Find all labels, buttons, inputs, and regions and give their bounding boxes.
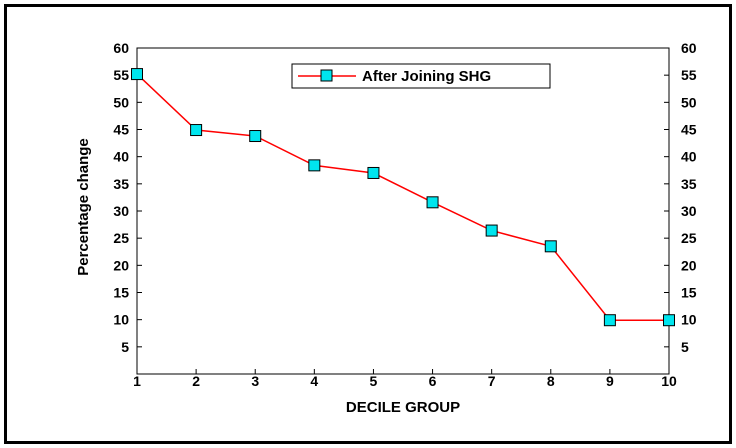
data-point-marker <box>544 240 557 253</box>
y-tick-label-left: 5 <box>121 339 129 355</box>
left-y-axis: 5 10 15 20 25 30 35 40 45 50 55 60 <box>113 40 142 355</box>
x-tick-label: 2 <box>192 373 200 389</box>
x-axis: 1 2 3 4 5 6 7 8 9 10 <box>133 369 677 389</box>
y-tick-label-left: 60 <box>113 40 129 56</box>
x-tick-label: 8 <box>547 373 555 389</box>
x-axis-title: DECILE GROUP <box>346 399 460 416</box>
y-tick-label-right: 55 <box>681 67 697 83</box>
y-tick-label-right: 35 <box>681 176 697 192</box>
y-tick-label-left: 45 <box>113 122 129 138</box>
series-line-after-joining-shg <box>136 73 669 321</box>
data-point-marker <box>663 314 675 327</box>
y-tick-label-right: 50 <box>681 94 697 110</box>
y-tick-label-left: 10 <box>113 312 129 328</box>
y-axis-title: Percentage change <box>75 138 92 276</box>
legend-label: After Joining SHG <box>362 68 491 85</box>
y-tick-label-right: 25 <box>681 230 697 246</box>
y-tick-label-right: 45 <box>681 122 697 138</box>
y-tick-label-left: 50 <box>113 94 129 110</box>
y-tick-label-right: 5 <box>681 339 689 355</box>
x-tick-label: 5 <box>370 373 378 389</box>
x-tick-label: 6 <box>429 373 437 389</box>
x-tick-label: 7 <box>488 373 496 389</box>
data-point-marker <box>308 159 321 172</box>
x-tick-label: 10 <box>661 373 677 389</box>
legend-marker-swatch <box>320 69 333 82</box>
legend: After Joining SHG <box>291 63 551 89</box>
data-point-marker <box>485 224 498 237</box>
y-tick-label-right: 15 <box>681 285 697 301</box>
right-y-axis: 5 10 15 20 25 30 35 40 45 50 55 60 <box>664 40 697 355</box>
y-tick-label-right: 30 <box>681 203 697 219</box>
y-tick-label-right: 60 <box>681 40 697 56</box>
x-tick-label: 3 <box>251 373 259 389</box>
data-point-marker <box>190 124 203 137</box>
data-point-marker <box>367 166 380 179</box>
y-tick-label-left: 20 <box>113 257 129 273</box>
y-tick-label-right: 40 <box>681 149 697 165</box>
y-tick-label-right: 20 <box>681 257 697 273</box>
data-point-marker <box>131 68 143 81</box>
y-tick-label-left: 35 <box>113 176 129 192</box>
x-tick-label: 1 <box>133 373 141 389</box>
x-tick-label: 9 <box>606 373 614 389</box>
y-tick-label-right: 10 <box>681 312 697 328</box>
y-tick-label-left: 25 <box>113 230 129 246</box>
x-tick-label: 4 <box>310 373 318 389</box>
y-tick-label-left: 55 <box>113 67 129 83</box>
plot-area <box>136 47 670 375</box>
data-point-marker <box>249 130 262 143</box>
data-point-marker <box>603 314 616 327</box>
y-tick-label-left: 40 <box>113 149 129 165</box>
y-tick-label-left: 15 <box>113 285 129 301</box>
series-markers <box>131 68 675 327</box>
y-tick-label-left: 30 <box>113 203 129 219</box>
data-point-marker <box>426 196 439 209</box>
